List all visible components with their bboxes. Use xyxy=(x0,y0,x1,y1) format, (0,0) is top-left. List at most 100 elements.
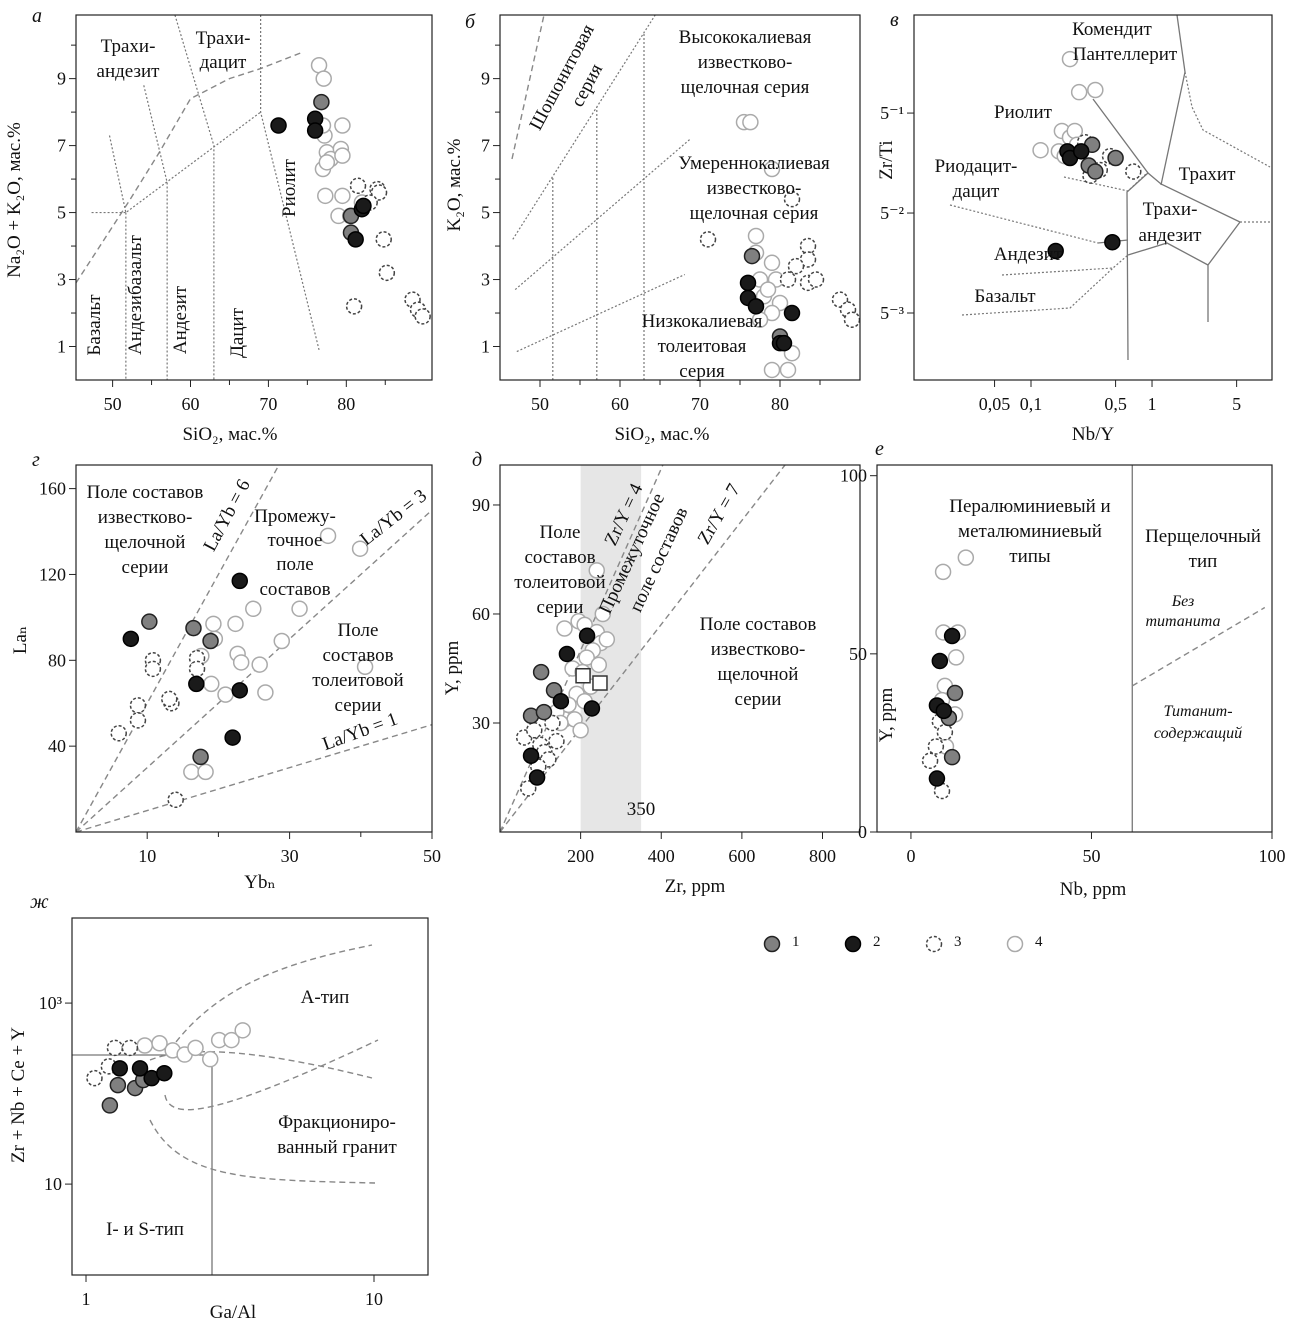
field-label: La/Yb = 6 xyxy=(200,476,255,555)
field-label: щелочная серия xyxy=(681,77,810,98)
x-tick-label: 70 xyxy=(259,394,277,414)
data-point-type-square xyxy=(575,668,591,684)
y-tick-label: 40 xyxy=(48,736,66,756)
field-label: андезит xyxy=(97,61,161,82)
plot-area xyxy=(72,944,379,1275)
panel-letter: е xyxy=(875,438,884,460)
field-boundary xyxy=(76,51,304,284)
data-point-type-4 xyxy=(183,763,200,781)
data-point-type-2 xyxy=(928,770,946,787)
y-axis-label: Na₂O + K₂O, мас.% xyxy=(4,122,25,278)
ratio-line xyxy=(500,465,786,832)
data-point-type-2 xyxy=(231,572,249,590)
x-tick-label: 50 xyxy=(423,846,441,866)
data-point-type-4 xyxy=(590,656,608,674)
field-label: известково- xyxy=(698,52,793,73)
x-tick-label: 800 xyxy=(809,846,836,866)
data-point-type-2 xyxy=(224,729,241,746)
field-label: Титанит- xyxy=(1163,703,1232,720)
data-point-type-1 xyxy=(946,684,964,702)
y-tick-label: 5⁻² xyxy=(880,203,904,223)
panel-1: 50 60 70 80 1 3 5 7 9 SiO₂, мас.% Na₂O + K₂O, мас.… xyxy=(4,5,433,445)
data-point-type-4 xyxy=(227,615,244,633)
x-tick-label: 80 xyxy=(771,394,789,414)
data-point-type-4 xyxy=(315,70,332,87)
x-tick-label: 200 xyxy=(567,846,594,866)
data-point-type-3 xyxy=(188,660,206,678)
data-point-type-4 xyxy=(356,658,374,675)
data-point-type-4 xyxy=(957,549,975,566)
field-label: титанита xyxy=(1146,613,1221,630)
field-label: Комендит xyxy=(1072,19,1152,40)
plot-area xyxy=(949,15,1272,361)
data-point-type-4 xyxy=(598,631,616,648)
y-tick-label: 3 xyxy=(57,270,66,290)
data-point-type-1 xyxy=(943,748,961,766)
data-point-type-3 xyxy=(783,190,801,208)
panel-7: 1 10 10 10³ Ga/Al Zr + Nb + Ce + Y ж А-тип Фракц… xyxy=(8,891,429,1323)
data-point-type-2 xyxy=(347,231,364,248)
data-point-type-3 xyxy=(345,298,363,315)
data-point-type-2 xyxy=(188,675,205,693)
plot-frame xyxy=(75,464,433,833)
data-point-type-4 xyxy=(351,540,369,557)
field-label: серии xyxy=(335,695,382,716)
field-label: металюминиевый xyxy=(958,521,1102,542)
y-axis-label: Zr/Ti xyxy=(876,140,897,179)
legend-marker-4 xyxy=(1006,935,1024,953)
x-tick-label: 0,05 xyxy=(979,394,1011,414)
data-point-type-2 xyxy=(122,630,140,648)
data-point-type-2 xyxy=(775,334,793,352)
field-boundary xyxy=(1184,71,1271,168)
data-point-type-2 xyxy=(552,692,570,710)
data-point-type-4 xyxy=(187,1039,204,1057)
data-point-type-3 xyxy=(807,271,825,288)
panel-letter: д xyxy=(472,449,482,471)
data-point-type-3 xyxy=(519,780,537,797)
y-tick-label: 7 xyxy=(57,136,66,156)
y-tick-label: 7 xyxy=(481,136,490,156)
field-boundary xyxy=(514,138,691,291)
field-label: Поле xyxy=(338,620,379,641)
field-boundary xyxy=(1001,254,1129,276)
data-point-type-4 xyxy=(334,187,351,205)
data-point-type-4 xyxy=(205,615,222,633)
x-tick-label: 50 xyxy=(104,394,122,414)
field-label: Промежу- xyxy=(254,506,336,527)
field-label: составов xyxy=(524,547,595,568)
field-label: Трахи- xyxy=(101,36,156,57)
field-label: известково- xyxy=(711,639,806,660)
data-point-type-2 xyxy=(739,274,757,292)
data-point-type-1 xyxy=(532,663,550,681)
data-point-type-2 xyxy=(578,627,596,645)
field-label: дацит xyxy=(200,52,247,73)
field-boundary xyxy=(260,15,320,351)
legend-label: 1 xyxy=(792,934,800,950)
data-point-type-2 xyxy=(783,304,801,322)
data-point-type-1 xyxy=(192,748,209,766)
data-point-type-2 xyxy=(1072,143,1090,160)
data-point-type-3 xyxy=(129,712,147,729)
data-point-type-2 xyxy=(583,700,601,717)
x-tick-label: 50 xyxy=(531,394,549,414)
data-point-type-4 xyxy=(742,113,759,131)
field-label: известково- xyxy=(707,178,802,199)
y-tick-label: 60 xyxy=(472,604,490,624)
field-boundary xyxy=(143,85,168,380)
data-point-type-3 xyxy=(927,738,945,755)
data-point-type-2 xyxy=(747,298,765,315)
panel-4: 10 30 50 40 80 120 160 Ybₙ Laₙ г Поле составов изве… xyxy=(10,449,441,893)
x-tick-label: 60 xyxy=(611,394,629,414)
field-label: 350 xyxy=(627,799,656,820)
data-point-type-3 xyxy=(526,722,543,739)
data-point-type-3 xyxy=(144,660,162,678)
field-boundary xyxy=(1126,172,1149,361)
plot-frame xyxy=(876,464,1273,833)
field-label: Дацит xyxy=(227,307,248,358)
y-tick-label: 10³ xyxy=(39,993,63,1013)
field-label: Низкокалиевая xyxy=(642,311,763,332)
field-label: Трахи- xyxy=(1143,199,1198,220)
data-point-type-4 xyxy=(245,600,262,618)
field-label: Риолит xyxy=(279,158,300,217)
plot-frame xyxy=(71,917,429,1276)
